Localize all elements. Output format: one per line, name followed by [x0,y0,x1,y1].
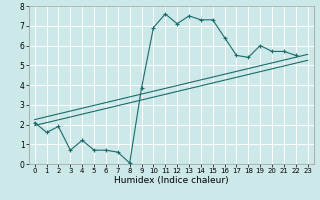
X-axis label: Humidex (Indice chaleur): Humidex (Indice chaleur) [114,176,228,185]
